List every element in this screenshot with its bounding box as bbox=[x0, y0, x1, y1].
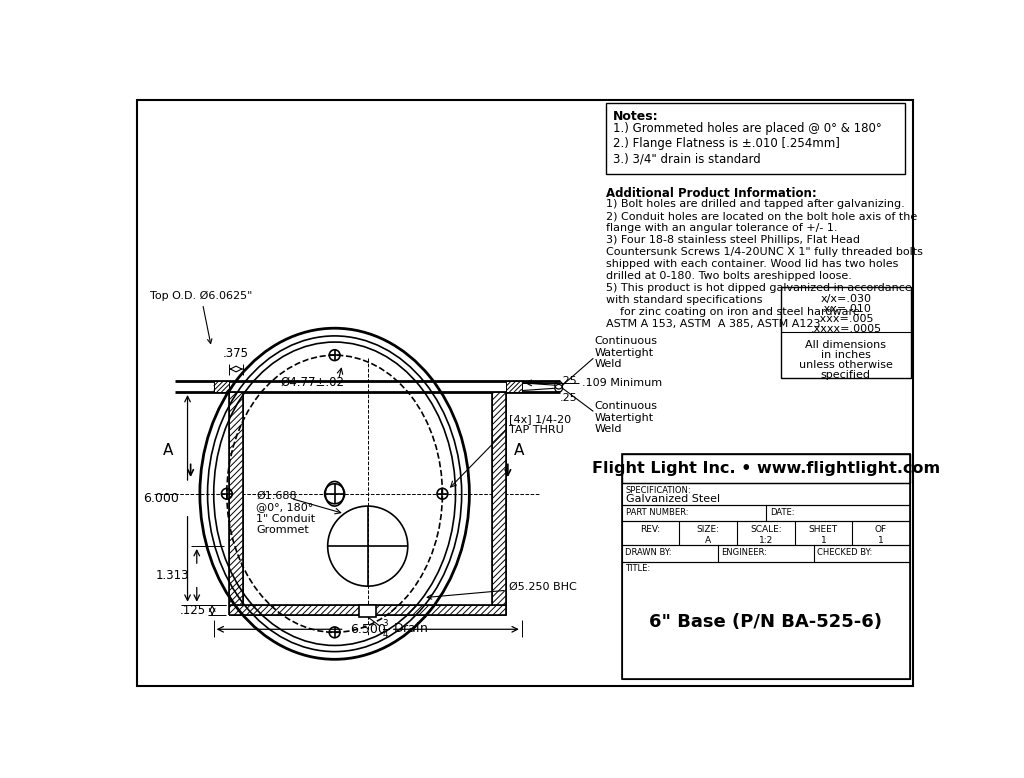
Text: 3) Four 18-8 stainless steel Phillips, Flat Head: 3) Four 18-8 stainless steel Phillips, F… bbox=[606, 235, 860, 245]
Text: .xxx=.005: .xxx=.005 bbox=[817, 314, 874, 324]
Text: Countersunk Screws 1/4-20UNC X 1" fully threaded bolts: Countersunk Screws 1/4-20UNC X 1" fully … bbox=[606, 247, 924, 257]
Text: Ø4.77±.02: Ø4.77±.02 bbox=[281, 376, 345, 389]
Text: 6.500: 6.500 bbox=[350, 622, 386, 636]
Bar bbox=[622, 454, 909, 678]
Bar bbox=[229, 392, 243, 605]
Text: Additional Product Information:: Additional Product Information: bbox=[606, 187, 817, 200]
Text: ASTM A 153, ASTM  A 385, ASTM A123.: ASTM A 153, ASTM A 385, ASTM A123. bbox=[606, 318, 824, 328]
Text: .25: .25 bbox=[560, 393, 578, 402]
Text: in inches: in inches bbox=[821, 350, 870, 359]
Text: TITLE:: TITLE: bbox=[625, 564, 650, 573]
Text: Top O.D. Ø6.0625": Top O.D. Ø6.0625" bbox=[150, 291, 252, 344]
Text: $\frac{3}{4}$ Drain: $\frac{3}{4}$ Drain bbox=[382, 619, 427, 640]
Text: .375: .375 bbox=[223, 347, 249, 359]
Text: with standard specifications: with standard specifications bbox=[606, 295, 763, 305]
Text: REV:: REV: bbox=[641, 524, 660, 534]
Text: unless otherwise: unless otherwise bbox=[799, 359, 893, 370]
Text: OF
1: OF 1 bbox=[874, 524, 887, 545]
Text: 1) Bolt holes are drilled and tapped after galvanizing.: 1) Bolt holes are drilled and tapped aft… bbox=[606, 199, 905, 209]
Text: drilled at 0-180. Two bolts areshipped loose.: drilled at 0-180. Two bolts areshipped l… bbox=[606, 271, 852, 281]
Bar bbox=[493, 392, 506, 605]
Bar bbox=[622, 454, 909, 483]
Bar bbox=[622, 562, 909, 678]
Text: A: A bbox=[163, 443, 173, 458]
Text: DRAWN BY:: DRAWN BY: bbox=[625, 548, 672, 557]
Text: Flight Light Inc. • www.flightlight.com: Flight Light Inc. • www.flightlight.com bbox=[592, 461, 940, 476]
Text: DATE:: DATE: bbox=[770, 507, 795, 517]
Text: ENGINEER:: ENGINEER: bbox=[721, 548, 767, 557]
Text: for zinc coating on iron and steel hardware.: for zinc coating on iron and steel hardw… bbox=[606, 307, 864, 317]
Text: SHEET
1: SHEET 1 bbox=[809, 524, 838, 545]
Text: Ø1.688
@0°, 180°
1" Conduit
Grommet: Ø1.688 @0°, 180° 1" Conduit Grommet bbox=[256, 491, 315, 535]
Text: SPECIFICATION:: SPECIFICATION: bbox=[626, 486, 691, 495]
Text: .xxxx=.0005: .xxxx=.0005 bbox=[810, 324, 882, 334]
Text: PART NUMBER:: PART NUMBER: bbox=[626, 507, 688, 517]
Text: 3.) 3/4" drain is standard: 3.) 3/4" drain is standard bbox=[612, 152, 761, 166]
Text: .25: .25 bbox=[560, 377, 578, 387]
Bar bbox=[229, 605, 506, 615]
Text: SIZE:
A: SIZE: A bbox=[696, 524, 720, 545]
Bar bbox=[622, 505, 909, 521]
Text: Ø5.250 BHC: Ø5.250 BHC bbox=[427, 582, 578, 599]
Text: 5) This product is hot dipped galvanized in accordance: 5) This product is hot dipped galvanized… bbox=[606, 282, 912, 293]
Text: All dimensions: All dimensions bbox=[806, 340, 887, 350]
Text: 2.) Flange Flatness is ±.010 [.254mm]: 2.) Flange Flatness is ±.010 [.254mm] bbox=[612, 137, 840, 150]
Text: [4x] 1/4-20
TAP THRU: [4x] 1/4-20 TAP THRU bbox=[509, 414, 571, 435]
Text: shipped with each container. Wood lid has two holes: shipped with each container. Wood lid ha… bbox=[606, 259, 899, 269]
Text: 1.313: 1.313 bbox=[156, 569, 189, 582]
Text: SCALE:
1:2: SCALE: 1:2 bbox=[750, 524, 781, 545]
Text: Continuous
Watertight
Weld: Continuous Watertight Weld bbox=[595, 401, 657, 434]
Bar bbox=[622, 545, 909, 562]
Bar bbox=[359, 605, 376, 617]
Text: .125: .125 bbox=[180, 604, 206, 616]
Text: 1.) Grommeted holes are placed @ 0° & 180°: 1.) Grommeted holes are placed @ 0° & 18… bbox=[612, 122, 882, 135]
Text: flange with an angular tolerance of +/- 1.: flange with an angular tolerance of +/- … bbox=[606, 223, 838, 233]
Text: Galvanized Steel: Galvanized Steel bbox=[626, 494, 720, 504]
Text: x/x=.030: x/x=.030 bbox=[820, 293, 871, 303]
Bar bbox=[622, 521, 909, 545]
Bar bbox=[622, 483, 909, 505]
Text: .xx=.010: .xx=.010 bbox=[820, 303, 871, 314]
Text: Notes:: Notes: bbox=[612, 110, 658, 122]
Text: CHECKED BY:: CHECKED BY: bbox=[817, 548, 872, 557]
Bar bbox=[606, 103, 905, 174]
Text: 6" Base (P/N BA-525-6): 6" Base (P/N BA-525-6) bbox=[649, 612, 883, 631]
Text: specified: specified bbox=[821, 370, 870, 380]
Text: .109 Minimum: .109 Minimum bbox=[582, 378, 662, 388]
Text: 2) Conduit holes are located on the bolt hole axis of the: 2) Conduit holes are located on the bolt… bbox=[606, 211, 918, 221]
Text: 6.000: 6.000 bbox=[143, 492, 179, 505]
Bar bbox=[506, 381, 521, 392]
Bar bbox=[214, 381, 229, 392]
Bar bbox=[781, 287, 910, 378]
Text: Continuous
Watertight
Weld: Continuous Watertight Weld bbox=[595, 336, 657, 370]
Text: A: A bbox=[514, 443, 524, 458]
